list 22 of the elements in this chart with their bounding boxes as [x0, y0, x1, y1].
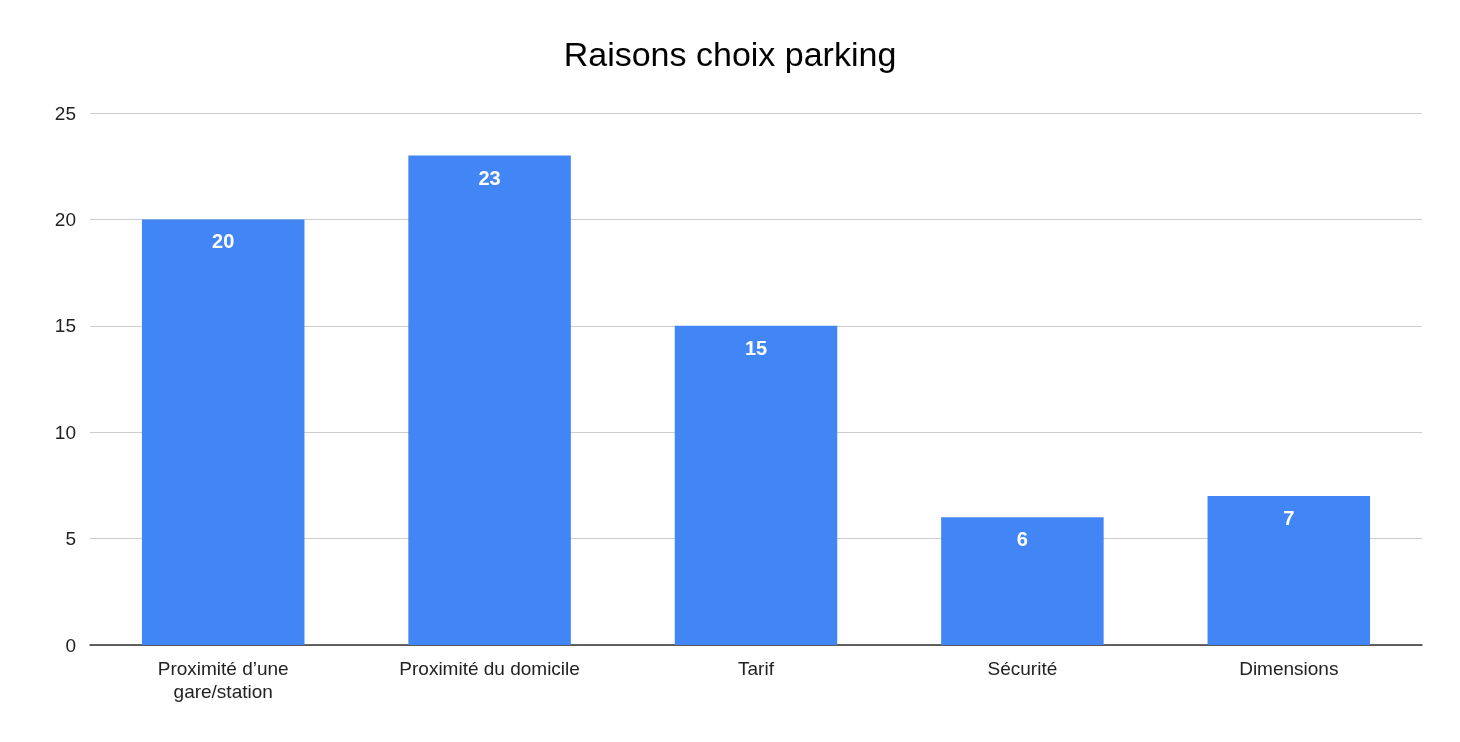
bar	[408, 155, 571, 645]
bar	[141, 219, 305, 645]
chart-title: Raisons choix parking	[563, 35, 897, 73]
y-tick-label: 20	[54, 208, 76, 230]
x-tick-label: Sécurité	[987, 658, 1058, 679]
data-label: 15	[744, 336, 768, 359]
data-label: 23	[478, 166, 501, 189]
bar	[1207, 496, 1371, 645]
y-tick-label: 25	[54, 102, 76, 124]
data-label: 6	[1016, 528, 1028, 551]
x-tick-label: Proximité du domicile	[399, 658, 580, 679]
y-tick-label: 10	[54, 421, 76, 443]
x-tick-label: Tarif	[738, 658, 775, 679]
y-tick-label: 5	[65, 528, 76, 550]
bar	[674, 325, 838, 645]
data-label: 20	[212, 230, 235, 253]
y-tick-label: 0	[65, 634, 76, 656]
bar	[941, 517, 1104, 645]
y-tick-label: 15	[54, 315, 76, 337]
x-tick-label: Dimensions	[1239, 658, 1339, 679]
data-label: 7	[1283, 507, 1295, 530]
x-tick-label: Proximité d’une gare/station	[157, 658, 289, 702]
